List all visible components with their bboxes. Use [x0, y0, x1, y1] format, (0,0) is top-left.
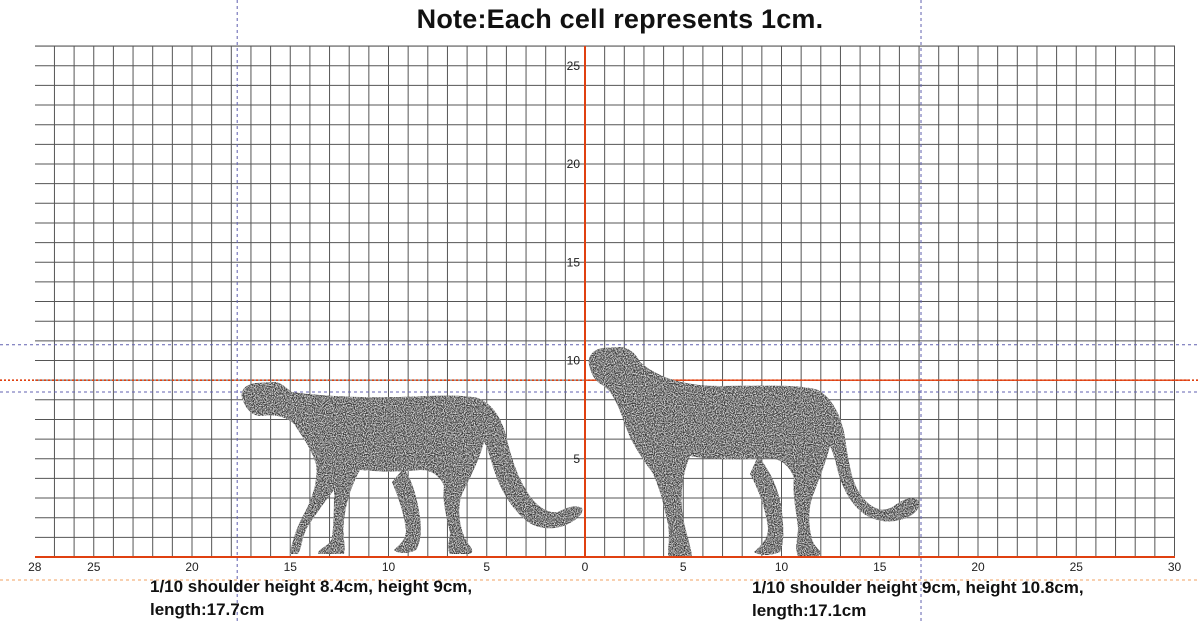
caption-right: 1/10 shoulder height 9cm, height 10.8cm,… [752, 578, 1084, 620]
axes [35, 46, 1190, 558]
x-tick-label: 15 [284, 560, 298, 574]
y-tick-label: 20 [567, 157, 581, 171]
x-tick-label: 5 [680, 560, 687, 574]
y-tick-label: 15 [567, 255, 581, 269]
y-tick-label: 10 [567, 354, 581, 368]
x-tick-label: 20 [971, 560, 985, 574]
page-title: Note:Each cell represents 1cm. [416, 4, 824, 34]
caption-left: 1/10 shoulder height 8.4cm, height 9cm, … [150, 577, 473, 619]
y-tick-label: 25 [567, 59, 581, 73]
x-tick-label: 30 [1168, 560, 1182, 574]
y-tick-label: 5 [573, 452, 580, 466]
x-tick-label: 25 [1070, 560, 1084, 574]
cheetah-right-icon [588, 347, 920, 556]
x-tick-label: 28 [28, 560, 42, 574]
x-tick-label: 0 [582, 560, 589, 574]
x-tick-label: 25 [87, 560, 101, 574]
x-tick-label: 15 [873, 560, 887, 574]
x-tick-label: 20 [185, 560, 199, 574]
cheetah-left-icon [241, 382, 583, 554]
x-tick-label: 5 [483, 560, 490, 574]
grid-lines [35, 45, 1175, 558]
x-tick-label: 10 [382, 560, 396, 574]
x-tick-label: 10 [775, 560, 789, 574]
tick-labels: 28 25 20 15 10 5 0 5 10 15 20 25 30 5 10 15 20 25 [28, 59, 1181, 574]
